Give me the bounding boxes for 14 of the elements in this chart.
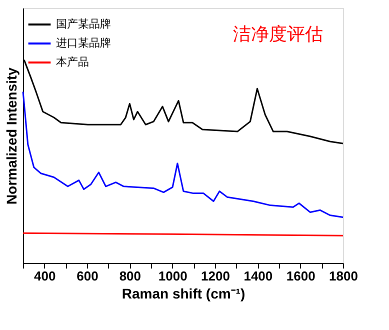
x-tick-label: 1600 (286, 268, 316, 284)
text: 洁净度评估 (233, 24, 323, 45)
x-tick-label: 1200 (201, 268, 230, 284)
x-tick-label: 800 (119, 268, 142, 284)
x-tick-label: 1800 (329, 268, 358, 284)
x-tick-label: 1400 (244, 268, 273, 284)
y-axis-title: Normalized Intensity (4, 67, 20, 204)
x-tick-label: 1000 (158, 268, 188, 284)
x-axis-title: Raman shift (cm⁻¹) (122, 286, 246, 302)
legend-label: 国产某品牌 (56, 18, 111, 30)
legend-label: 进口某品牌 (56, 36, 111, 50)
x-tick-label: 400 (34, 268, 56, 284)
x-tick-label: 600 (76, 268, 98, 284)
legend-label: 本产品 (56, 56, 89, 68)
